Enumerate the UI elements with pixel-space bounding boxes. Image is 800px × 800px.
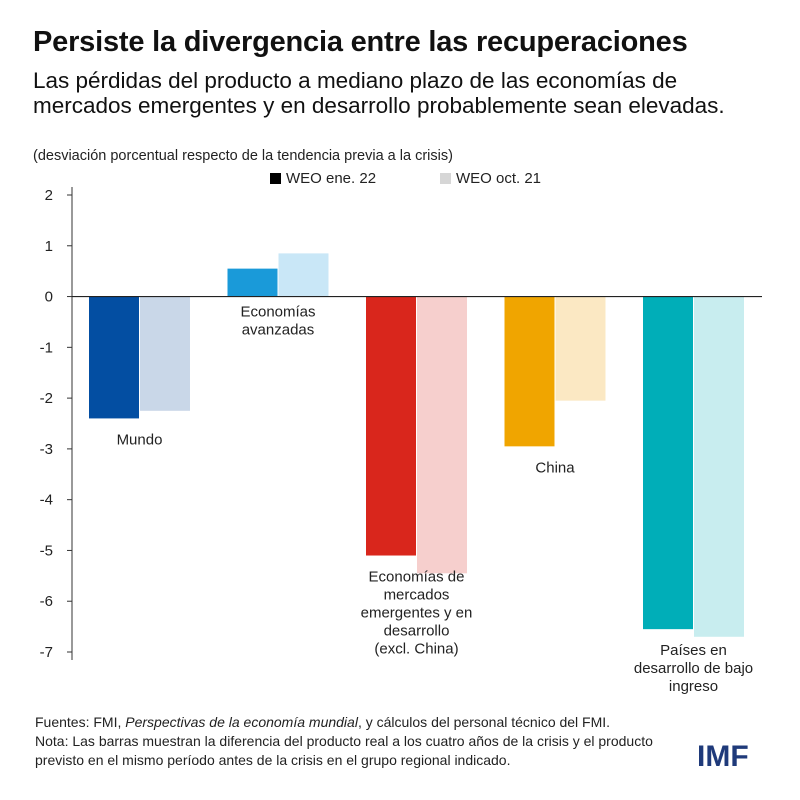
y-tick-label: 1 xyxy=(45,238,53,255)
chart-subtitle: Las pérdidas del producto a mediano plaz… xyxy=(33,68,725,118)
y-tick-label: -6 xyxy=(40,593,53,610)
y-tick-label: -7 xyxy=(40,644,53,661)
category-label-3: Economías de mercados emergentes y en desar… xyxy=(361,569,473,658)
y-tick-label: -2 xyxy=(40,390,53,407)
bar-3-series-1 xyxy=(366,296,416,556)
legend-label-2: WEO oct. 21 xyxy=(456,170,541,187)
y-tick-label: 0 xyxy=(45,289,53,306)
category-label-2: Economías avanzadas xyxy=(240,304,315,339)
chart-title: Persiste la divergencia entre las recupe… xyxy=(33,26,688,58)
imf-logo: IMF xyxy=(697,740,749,773)
bar-2-series-1 xyxy=(227,268,278,297)
y-tick-label: -1 xyxy=(40,339,53,356)
sources-note: Fuentes: FMI, Perspectivas de la economí… xyxy=(35,714,611,730)
legend-label-1: WEO ene. 22 xyxy=(286,170,376,187)
bar-3-series-2 xyxy=(417,296,467,574)
y-tick-label: 2 xyxy=(45,187,53,204)
category-label-4: China xyxy=(535,459,575,476)
category-label-5: Países en desarrollo de bajo ingreso xyxy=(634,642,753,695)
legend-swatch-2 xyxy=(440,173,451,184)
y-tick-label: -5 xyxy=(40,542,53,559)
methodology-note: Nota: Las barras muestran la diferencia … xyxy=(35,733,653,768)
bar-5-series-1 xyxy=(643,296,693,630)
bar-1-series-1 xyxy=(89,296,139,419)
bar-1-series-2 xyxy=(140,296,190,411)
bar-5-series-2 xyxy=(694,296,744,637)
category-label-1: Mundo xyxy=(117,431,163,448)
y-tick-label: -4 xyxy=(40,492,53,509)
units-label: (desviación porcentual respecto de la te… xyxy=(33,148,453,164)
y-tick-label: -3 xyxy=(40,441,53,458)
bar-4-series-1 xyxy=(504,296,555,447)
bar-4-series-2 xyxy=(555,296,606,401)
footer: Fuentes: FMI, Perspectivas de la economí… xyxy=(35,713,705,770)
bar-2-series-2 xyxy=(278,253,329,297)
legend-swatch-1 xyxy=(270,173,281,184)
